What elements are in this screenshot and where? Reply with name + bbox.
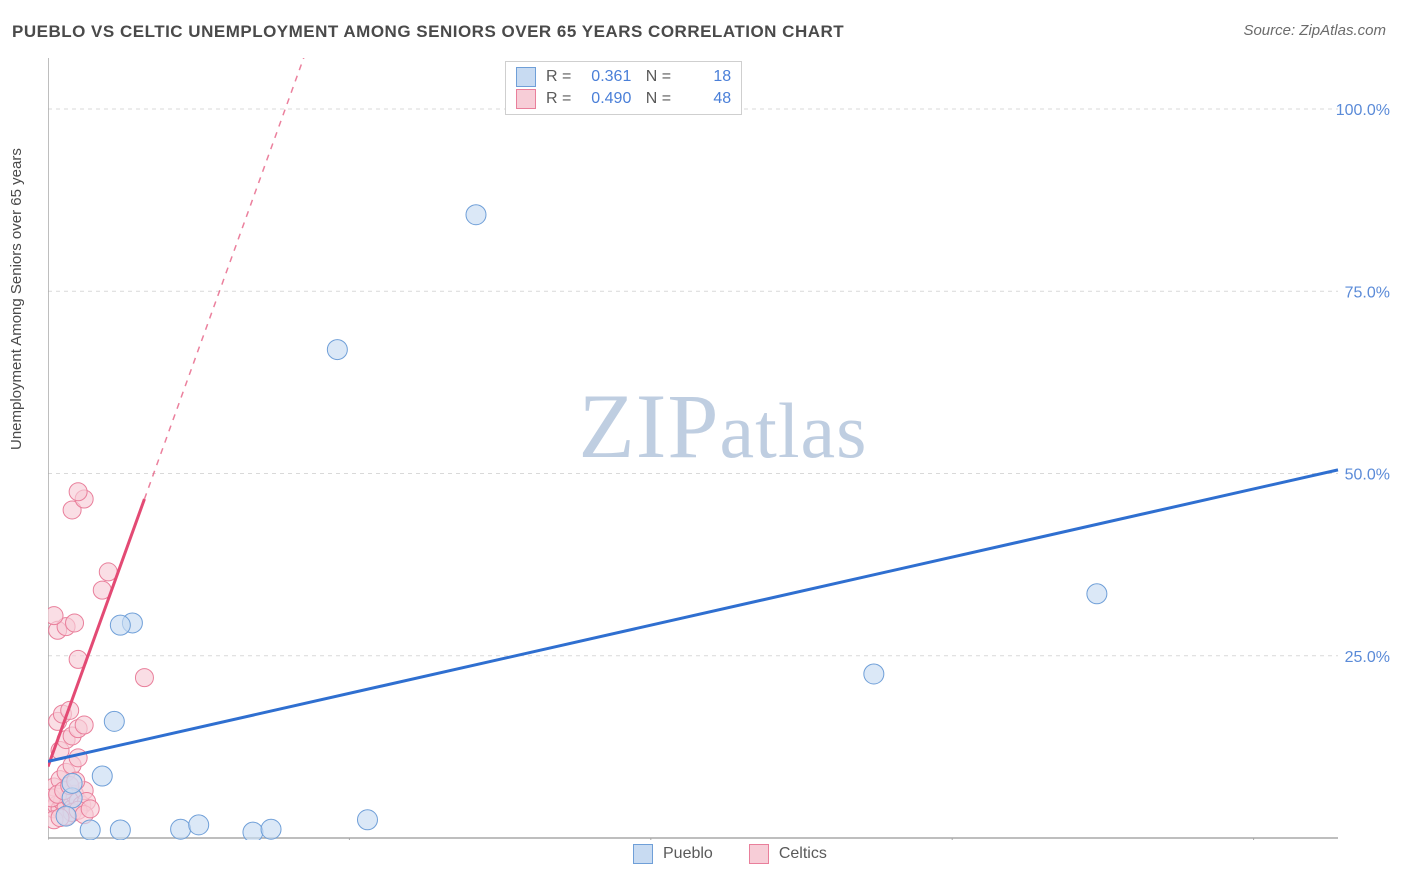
celtics-swatch-icon xyxy=(749,844,769,864)
stats-legend-box: R = 0.361 N = 18 R = 0.490 N = 48 xyxy=(505,61,742,115)
r-label: R = xyxy=(546,88,571,110)
source-label: Source: ZipAtlas.com xyxy=(1243,22,1386,39)
svg-text:75.0%: 75.0% xyxy=(1345,284,1390,301)
pueblo-swatch-icon xyxy=(516,67,536,87)
series-legend: Pueblo Celtics xyxy=(633,844,827,864)
celtics-r-value: 0.490 xyxy=(581,88,631,110)
pueblo-legend-label: Pueblo xyxy=(663,845,713,863)
svg-text:25.0%: 25.0% xyxy=(1345,649,1390,666)
n-label: N = xyxy=(641,88,671,110)
stats-row-pueblo: R = 0.361 N = 18 xyxy=(516,66,731,88)
pueblo-swatch-icon xyxy=(633,844,653,864)
r-label: R = xyxy=(546,66,571,88)
n-label: N = xyxy=(641,66,671,88)
celtics-n-value: 48 xyxy=(681,88,731,110)
svg-text:100.0%: 100.0% xyxy=(1336,102,1390,119)
plot-container: ZIPatlas 25.0%50.0%75.0%100.0%0.0%100.0%… xyxy=(48,58,1398,840)
chart-title: PUEBLO VS CELTIC UNEMPLOYMENT AMONG SENI… xyxy=(12,22,844,42)
pueblo-n-value: 18 xyxy=(681,66,731,88)
svg-text:50.0%: 50.0% xyxy=(1345,467,1390,484)
pueblo-r-value: 0.361 xyxy=(581,66,631,88)
celtics-legend-label: Celtics xyxy=(779,845,827,863)
scatter-plot: 25.0%50.0%75.0%100.0%0.0%100.0% xyxy=(48,58,1398,840)
celtics-swatch-icon xyxy=(516,89,536,109)
y-axis-label: Unemployment Among Seniors over 65 years xyxy=(8,148,25,450)
stats-row-celtics: R = 0.490 N = 48 xyxy=(516,88,731,110)
